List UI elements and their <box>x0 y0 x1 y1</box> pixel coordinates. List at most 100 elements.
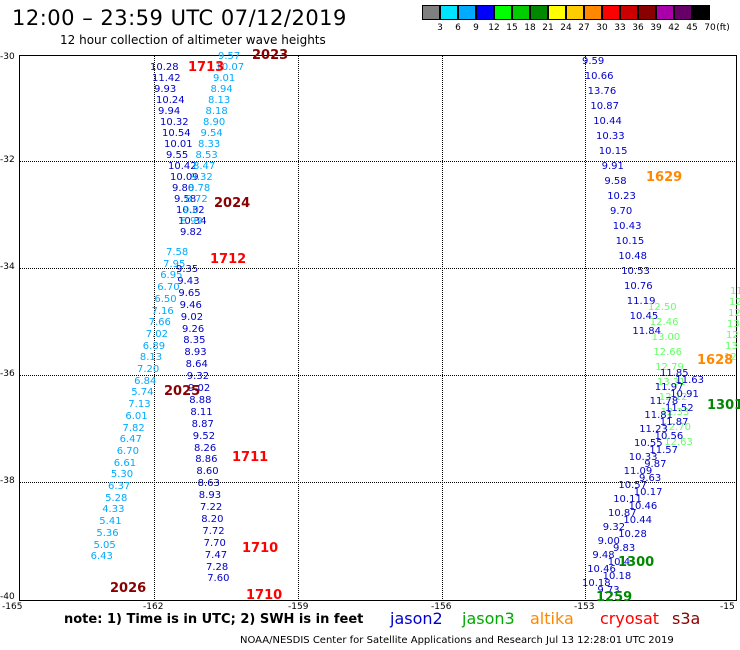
lat-label: -32 <box>0 155 15 165</box>
wave-height-value: 6.01 <box>125 410 148 422</box>
legend-altika: altika <box>530 609 574 628</box>
time-stamp: 2024 <box>214 196 251 211</box>
legend-label: 45 <box>686 23 698 33</box>
credit-line: NOAA/NESDIS Center for Satellite Applica… <box>240 635 674 646</box>
wave-height-value: 10.01 <box>164 139 193 150</box>
wave-height-value: 11.57 <box>649 445 679 456</box>
legend-swatch <box>458 5 476 20</box>
wave-height-value: 10.46 <box>587 564 616 575</box>
legend-swatch <box>692 5 710 20</box>
wave-height-value: 7.66 <box>148 317 171 329</box>
legend-jason2: jason2 <box>390 609 443 628</box>
wave-height-value: 11.81 <box>644 410 674 421</box>
legend-swatch <box>512 5 530 20</box>
time-stamp: 1628 <box>697 353 734 368</box>
wave-height-value: 10.34 <box>178 216 207 227</box>
time-stamp: 1301 <box>707 398 740 413</box>
wave-height-value: 7.72 <box>202 525 225 537</box>
wave-height-value: 8.64 <box>185 359 208 371</box>
wave-height-value: 9.01 <box>213 73 236 84</box>
time-stamp: 1711 <box>232 450 269 465</box>
map-plot <box>19 55 737 601</box>
wave-height-value: 9.00 <box>597 536 620 547</box>
wave-height-value: 9.55 <box>166 150 189 161</box>
footer-note: note: 1) Time is in UTC; 2) SWH is in fe… <box>64 612 364 627</box>
wave-height-value: 10.87 <box>590 101 620 112</box>
wave-height-value: 12.46 <box>649 317 679 328</box>
gridline-lon-153 <box>585 55 586 599</box>
wave-height-value: 11.78 <box>649 396 679 407</box>
wave-height-value: 9.83 <box>613 543 636 554</box>
legend-label: 21 <box>542 23 554 33</box>
legend-swatch <box>620 5 638 20</box>
wave-height-value: 10.18 <box>582 578 611 589</box>
wave-height-value: 8.60 <box>196 466 219 478</box>
legend-label: 12 <box>488 23 500 33</box>
wave-height-value: 8.11 <box>190 406 213 418</box>
legend-swatch <box>638 5 656 20</box>
wave-height-value: 8.72 <box>185 194 208 205</box>
legend-swatch <box>548 5 566 20</box>
wave-height-value: 8.33 <box>198 139 221 150</box>
wave-height-value: 13 <box>727 319 740 330</box>
legend-label: 70 <box>704 23 716 33</box>
wave-height-value: 6.95 <box>160 270 183 282</box>
wave-height-value: 8.13 <box>139 352 163 364</box>
time-stamp: 2025 <box>164 384 201 399</box>
wave-height-value: 7.60 <box>207 573 230 585</box>
legend-label: 39 <box>650 23 662 33</box>
wave-height-value: 9.93 <box>154 84 177 95</box>
gridline-lon-162 <box>154 55 155 599</box>
wave-height-value: 9.58 <box>604 176 627 187</box>
gridline-lat-32 <box>19 161 735 162</box>
wave-height-value: 10.46 <box>628 501 658 512</box>
wave-height-value: 11.19 <box>626 296 656 307</box>
wave-height-value: 10.56 <box>654 431 684 442</box>
wave-height-value: 13.31 <box>657 377 686 388</box>
wave-height-value: 10.57 <box>618 480 648 491</box>
wave-height-value: 11.42 <box>152 73 181 84</box>
lon-label: -156 <box>431 602 452 612</box>
wave-height-value: 11.87 <box>659 417 689 428</box>
wave-height-value: 8.35 <box>183 335 206 347</box>
wave-height-value: 11.09 <box>623 466 653 477</box>
legend-label: 27 <box>578 23 590 33</box>
wave-height-value: 8.87 <box>191 418 214 430</box>
wave-height-value: 10.44 <box>593 116 622 127</box>
wave-height-value: 10.32 <box>160 117 189 128</box>
wave-height-value: 8.18 <box>205 106 228 117</box>
legend-label: 42 <box>668 23 680 33</box>
wave-height-value: 10.28 <box>150 62 179 73</box>
lat-label: -40 <box>0 592 15 602</box>
time-stamp: 1300 <box>618 555 655 570</box>
wave-height-value: 12 <box>726 330 739 341</box>
lat-label: -38 <box>0 476 15 486</box>
wave-height-value: 13.00 <box>651 332 681 343</box>
wave-height-value: 7.82 <box>122 422 145 434</box>
wave-height-value: 8.26 <box>194 442 217 454</box>
wave-height-value: 8.93 <box>184 347 207 359</box>
wave-height-value: 11.84 <box>632 326 662 337</box>
wave-height-value: 10.33 <box>628 452 658 463</box>
gridline-lat-36 <box>19 375 735 376</box>
wave-height-value: 7.13 <box>128 399 151 411</box>
legend-label: 33 <box>614 23 626 33</box>
time-stamp: 2026 <box>110 581 147 596</box>
legend-label: 9 <box>473 23 479 33</box>
wave-height-value: 12 <box>729 297 740 308</box>
wave-height-value: 9.32 <box>190 172 213 183</box>
wave-height-value: 5.28 <box>105 492 128 504</box>
wave-height-value: 9.02 <box>180 311 204 323</box>
legend-swatch <box>476 5 494 20</box>
legend-swatch <box>530 5 548 20</box>
wave-height-value: 9.43 <box>177 275 200 287</box>
wave-height-value: 10.28 <box>618 529 647 540</box>
legend-label: 3 <box>437 23 443 33</box>
wave-height-value: 10.42 <box>168 161 197 172</box>
wave-height-value: 10.32 <box>176 205 205 216</box>
wave-height-value: 10.87 <box>608 508 637 519</box>
wave-height-value: 11 <box>730 286 740 297</box>
color-legend: 3 6 9 12 15 18 21 24 27 30 33 36 39 42 45 70 (ft) <box>422 5 730 39</box>
wave-height-value: 13 <box>725 341 738 352</box>
wave-height-value: 10.23 <box>607 191 636 202</box>
